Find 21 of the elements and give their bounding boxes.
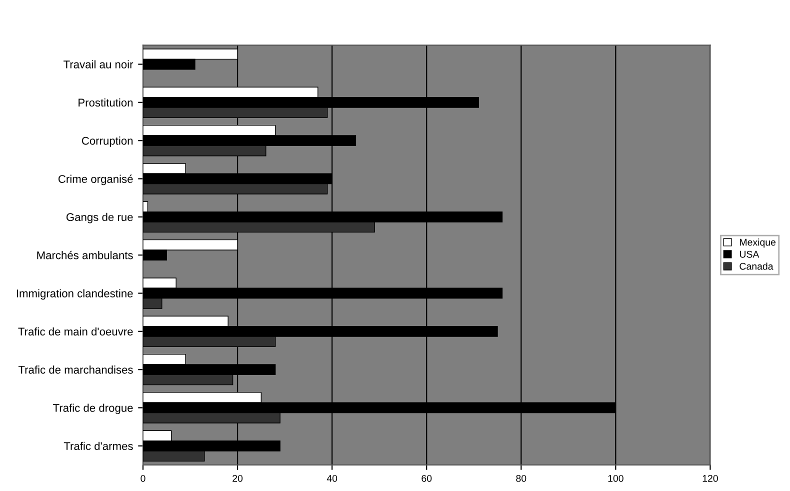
y-tick-label: Trafic d'armes (64, 442, 133, 450)
y-tick-label: Trafic de drogue (53, 404, 133, 414)
y-tick-label: Crime organisé (58, 174, 133, 186)
x-tick-label: 60 (422, 474, 432, 482)
legend-label: USA (740, 250, 760, 258)
y-tick-label: Immigration clandestine (16, 289, 133, 300)
legend-label: Canada (740, 262, 774, 270)
x-tick-label: 120 (702, 474, 718, 482)
x-tick-label: 20 (232, 474, 243, 482)
y-tick-label: Corruption (82, 136, 133, 147)
x-tick-label: 100 (608, 474, 624, 482)
x-tick-label: 40 (326, 474, 338, 482)
y-tick-label: Trafic de marchandises (18, 366, 133, 374)
legend-label: Mexique (740, 238, 776, 248)
y-tick-label: Marchés ambulants (37, 250, 133, 260)
x-tick-label: 80 (516, 474, 526, 482)
y-tick-label: Gangs de rue (66, 212, 133, 224)
y-tick-label: Prostitution (78, 98, 133, 107)
y-tick-label: Trafic de main d'oeuvre (18, 327, 133, 336)
x-tick-label: 0 (140, 474, 146, 482)
y-tick-label: Travail au noir (64, 60, 134, 68)
